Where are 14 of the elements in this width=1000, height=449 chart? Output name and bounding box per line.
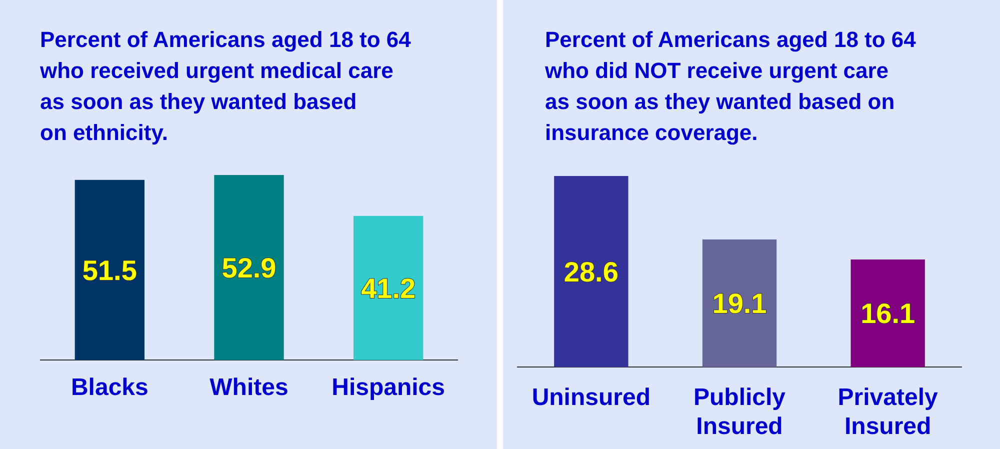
data-label: 28.6	[564, 256, 618, 288]
chart-title: Percent of Americans aged 18 to 64 who did NOT receive urgent care as soon as they wanted based on insurance coverage.	[544, 27, 917, 145]
x-tick-label: Publicly Insured	[693, 384, 786, 440]
data-label: 19.1	[712, 288, 767, 320]
data-label: 41.2	[361, 272, 416, 304]
chart-title: Percent of Americans aged 18 to 64 who received urgent medical care as soon as they wanted based on ethnicity.	[39, 27, 412, 145]
data-label: 16.1	[860, 298, 916, 330]
x-tick-label: Whites	[210, 374, 288, 401]
x-tick-label: Hispanics	[332, 374, 446, 401]
x-tick-label: Blacks	[70, 374, 148, 401]
x-tick-label: Uninsured	[532, 384, 651, 411]
x-tick-label: Privately Insured	[838, 384, 939, 440]
data-label: 52.9	[222, 252, 276, 284]
data-label: 51.5	[82, 254, 137, 286]
